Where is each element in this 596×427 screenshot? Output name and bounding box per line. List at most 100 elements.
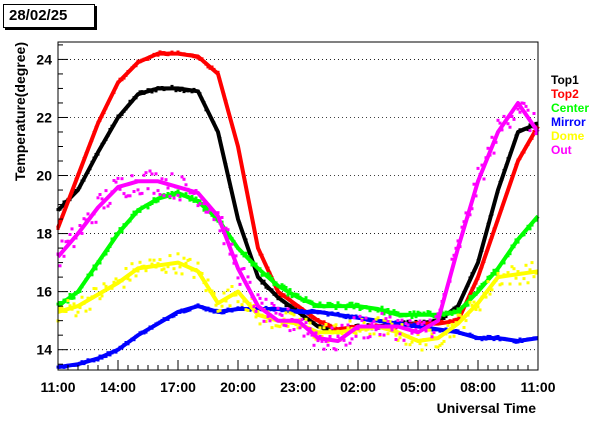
data-point — [276, 324, 280, 328]
data-point — [476, 287, 480, 291]
data-point — [158, 258, 162, 262]
data-point — [428, 318, 432, 322]
data-point — [68, 292, 72, 296]
data-point — [462, 220, 466, 224]
data-point — [70, 363, 74, 367]
data-point — [276, 284, 280, 288]
data-point — [86, 212, 90, 216]
data-point — [86, 273, 90, 277]
data-point — [178, 310, 182, 314]
data-point — [292, 306, 296, 310]
data-point — [152, 324, 156, 328]
data-point — [68, 304, 72, 308]
data-point — [444, 321, 448, 325]
data-point — [128, 69, 132, 72]
data-point — [380, 311, 384, 315]
data-point — [226, 173, 230, 177]
data-point — [178, 265, 182, 269]
data-point — [158, 87, 162, 91]
data-point — [164, 178, 168, 182]
data-point — [224, 163, 228, 167]
data-point — [484, 280, 488, 284]
data-point — [484, 295, 488, 299]
data-point — [522, 101, 526, 105]
data-point — [524, 263, 528, 267]
data-point — [214, 303, 218, 307]
data-point — [316, 324, 320, 328]
data-point — [68, 233, 72, 236]
data-point — [328, 301, 332, 305]
data-point — [366, 336, 370, 340]
data-point — [252, 261, 256, 265]
data-point — [296, 293, 300, 297]
data-point — [196, 303, 200, 307]
data-point — [310, 315, 314, 319]
data-point — [86, 147, 90, 151]
data-point — [410, 340, 414, 344]
data-point — [142, 264, 146, 268]
data-point — [166, 53, 170, 57]
data-point — [210, 208, 214, 212]
data-point — [384, 321, 388, 325]
data-point — [64, 205, 68, 209]
data-point — [396, 319, 400, 322]
data-point — [334, 348, 338, 352]
data-point — [286, 307, 290, 311]
data-point — [322, 310, 326, 314]
data-point — [492, 338, 496, 342]
data-point — [80, 231, 84, 235]
data-point — [266, 315, 270, 319]
data-point — [364, 328, 368, 332]
data-point — [232, 199, 236, 203]
data-point — [102, 206, 106, 210]
data-point — [176, 252, 180, 256]
data-point — [338, 314, 342, 318]
data-point — [144, 90, 148, 94]
data-point — [372, 332, 376, 336]
data-point — [514, 105, 518, 109]
data-point — [58, 301, 62, 304]
data-point — [482, 291, 486, 295]
data-point — [184, 89, 188, 93]
data-point — [398, 321, 402, 325]
data-point — [180, 86, 184, 90]
data-point — [346, 326, 350, 330]
data-point — [478, 268, 482, 272]
data-point — [196, 204, 200, 208]
data-point — [386, 308, 390, 311]
data-point — [300, 318, 304, 322]
data-point — [194, 304, 198, 308]
data-point — [248, 253, 252, 257]
data-point — [296, 320, 300, 324]
data-point — [414, 338, 418, 342]
data-point — [202, 281, 206, 285]
data-point — [170, 191, 174, 194]
data-point — [252, 305, 256, 309]
data-point — [92, 264, 96, 268]
data-point — [156, 189, 160, 193]
data-point — [308, 327, 312, 331]
data-point — [270, 326, 274, 330]
data-point — [356, 302, 360, 306]
data-point — [312, 317, 316, 321]
data-point — [160, 318, 164, 322]
data-point — [512, 340, 516, 344]
data-point — [498, 264, 502, 268]
data-point — [306, 317, 310, 321]
data-point — [316, 339, 320, 343]
data-point — [428, 328, 432, 332]
data-point — [148, 55, 152, 59]
data-point — [518, 156, 522, 160]
data-point — [162, 267, 166, 271]
data-point — [94, 287, 98, 291]
data-point — [396, 311, 400, 315]
data-point — [516, 340, 520, 344]
data-point — [156, 199, 160, 203]
data-point — [444, 290, 448, 293]
data-point — [532, 112, 536, 115]
data-point — [376, 309, 380, 313]
data-point — [486, 247, 490, 251]
data-point — [130, 66, 134, 70]
data-point — [328, 328, 332, 332]
data-point — [186, 53, 190, 57]
